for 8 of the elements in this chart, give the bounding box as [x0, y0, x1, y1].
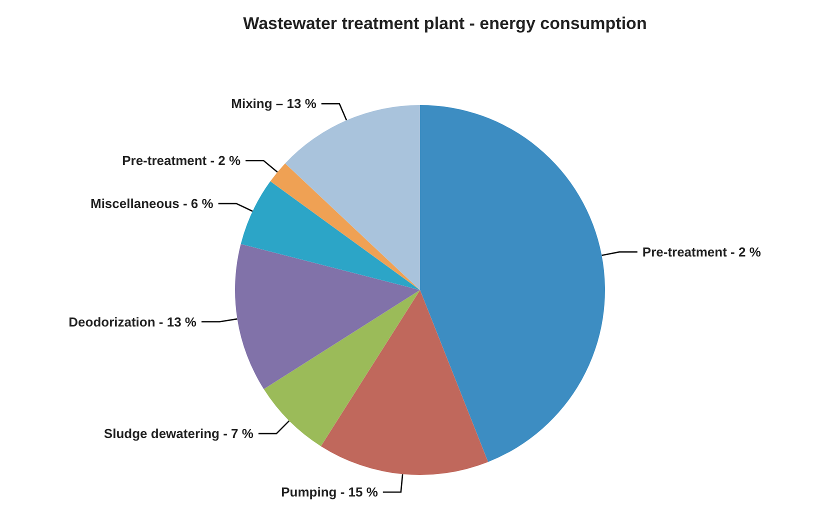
slice-label: Pumping - 15 %	[281, 484, 378, 500]
chart-title: Wastewater treatment plant - energy consumption	[243, 14, 647, 33]
slice-label: Pre-treatment - 2 %	[122, 153, 242, 168]
slice-label: Mixing – 13 %	[231, 96, 317, 112]
slice-label: Pre-treatment - 2 %	[642, 244, 762, 260]
slice-label: Miscellaneous - 6 %	[90, 196, 214, 212]
slice-label: Deodorization - 13 %	[68, 314, 197, 330]
slice-label: Sludge dewatering - 7 %	[104, 426, 254, 442]
